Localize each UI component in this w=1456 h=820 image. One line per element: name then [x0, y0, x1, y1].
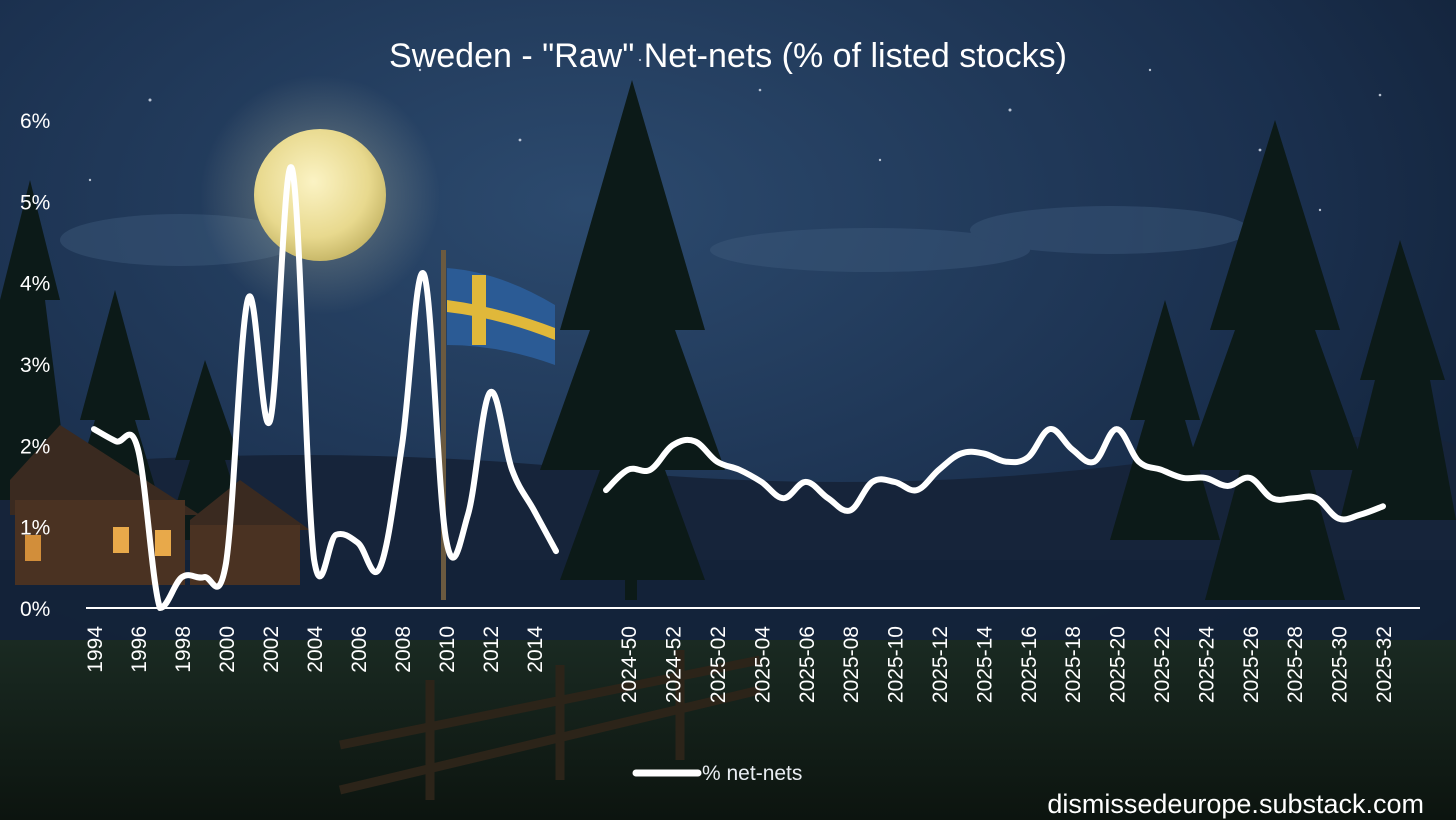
x-tick-label: 2025-02	[707, 626, 730, 703]
x-tick-label: 2006	[348, 626, 371, 673]
y-axis: 0% 1% 2% 3% 4% 5% 6%	[20, 110, 50, 621]
y-tick-label: 3%	[20, 354, 50, 377]
y-tick-label: 4%	[20, 273, 50, 296]
x-tick-label: 1994	[84, 626, 107, 673]
x-tick-label: 2024-52	[663, 626, 686, 703]
x-tick-label: 1996	[128, 626, 151, 673]
x-tick-label: 2025-08	[840, 626, 863, 703]
stars	[88, 58, 1382, 212]
x-tick-label: 2025-20	[1107, 626, 1130, 703]
x-tick-label: 2014	[524, 626, 547, 673]
legend-label: % net-nets	[702, 762, 802, 785]
x-tick-label: 2025-12	[929, 626, 952, 703]
x-axis: 1994 1996 1998 2000 2002 2004 2006 2008 2010 2012…	[84, 626, 1396, 703]
chart-title: Sweden - "Raw" Net-nets (% of listed sto…	[389, 37, 1067, 75]
watermark: dismissedeurope.substack.com	[1047, 789, 1424, 819]
x-tick-label: 2024-50	[618, 626, 641, 703]
y-tick-label: 1%	[20, 517, 50, 540]
x-tick-label: 2025-04	[751, 626, 774, 703]
x-tick-label: 2000	[216, 626, 239, 673]
y-tick-label: 0%	[20, 598, 50, 621]
x-tick-label: 2012	[480, 626, 503, 673]
x-tick-label: 2025-24	[1195, 626, 1218, 703]
series-line-annual	[91, 164, 559, 611]
x-tick-label: 2025-26	[1240, 626, 1263, 703]
series-line-weekly	[603, 426, 1386, 523]
moon	[254, 129, 386, 261]
y-tick-label: 2%	[20, 435, 50, 458]
x-tick-label: 2025-28	[1284, 626, 1307, 703]
x-tick-label: 2004	[304, 626, 327, 673]
flag	[441, 250, 555, 600]
series-layer	[91, 164, 1386, 611]
x-tick-label: 2025-06	[796, 626, 819, 703]
x-tick-label: 2025-32	[1373, 626, 1396, 703]
legend: % net-nets	[632, 762, 802, 785]
x-tick-label: 2025-14	[973, 626, 996, 703]
y-tick-label: 5%	[20, 191, 50, 214]
x-tick-label: 2010	[436, 626, 459, 673]
x-tick-label: 2025-30	[1329, 626, 1352, 703]
x-tick-label: 2025-10	[885, 626, 908, 703]
x-tick-label: 2002	[260, 626, 283, 673]
clouds	[60, 206, 1250, 272]
x-tick-label: 2025-22	[1151, 626, 1174, 703]
cabin	[10, 425, 310, 585]
fence	[338, 650, 762, 800]
x-tick-label: 2025-16	[1018, 626, 1041, 703]
x-tick-label: 2025-18	[1062, 626, 1085, 703]
y-tick-label: 6%	[20, 110, 50, 133]
x-tick-label: 1998	[172, 626, 195, 673]
x-tick-label: 2008	[392, 626, 415, 673]
